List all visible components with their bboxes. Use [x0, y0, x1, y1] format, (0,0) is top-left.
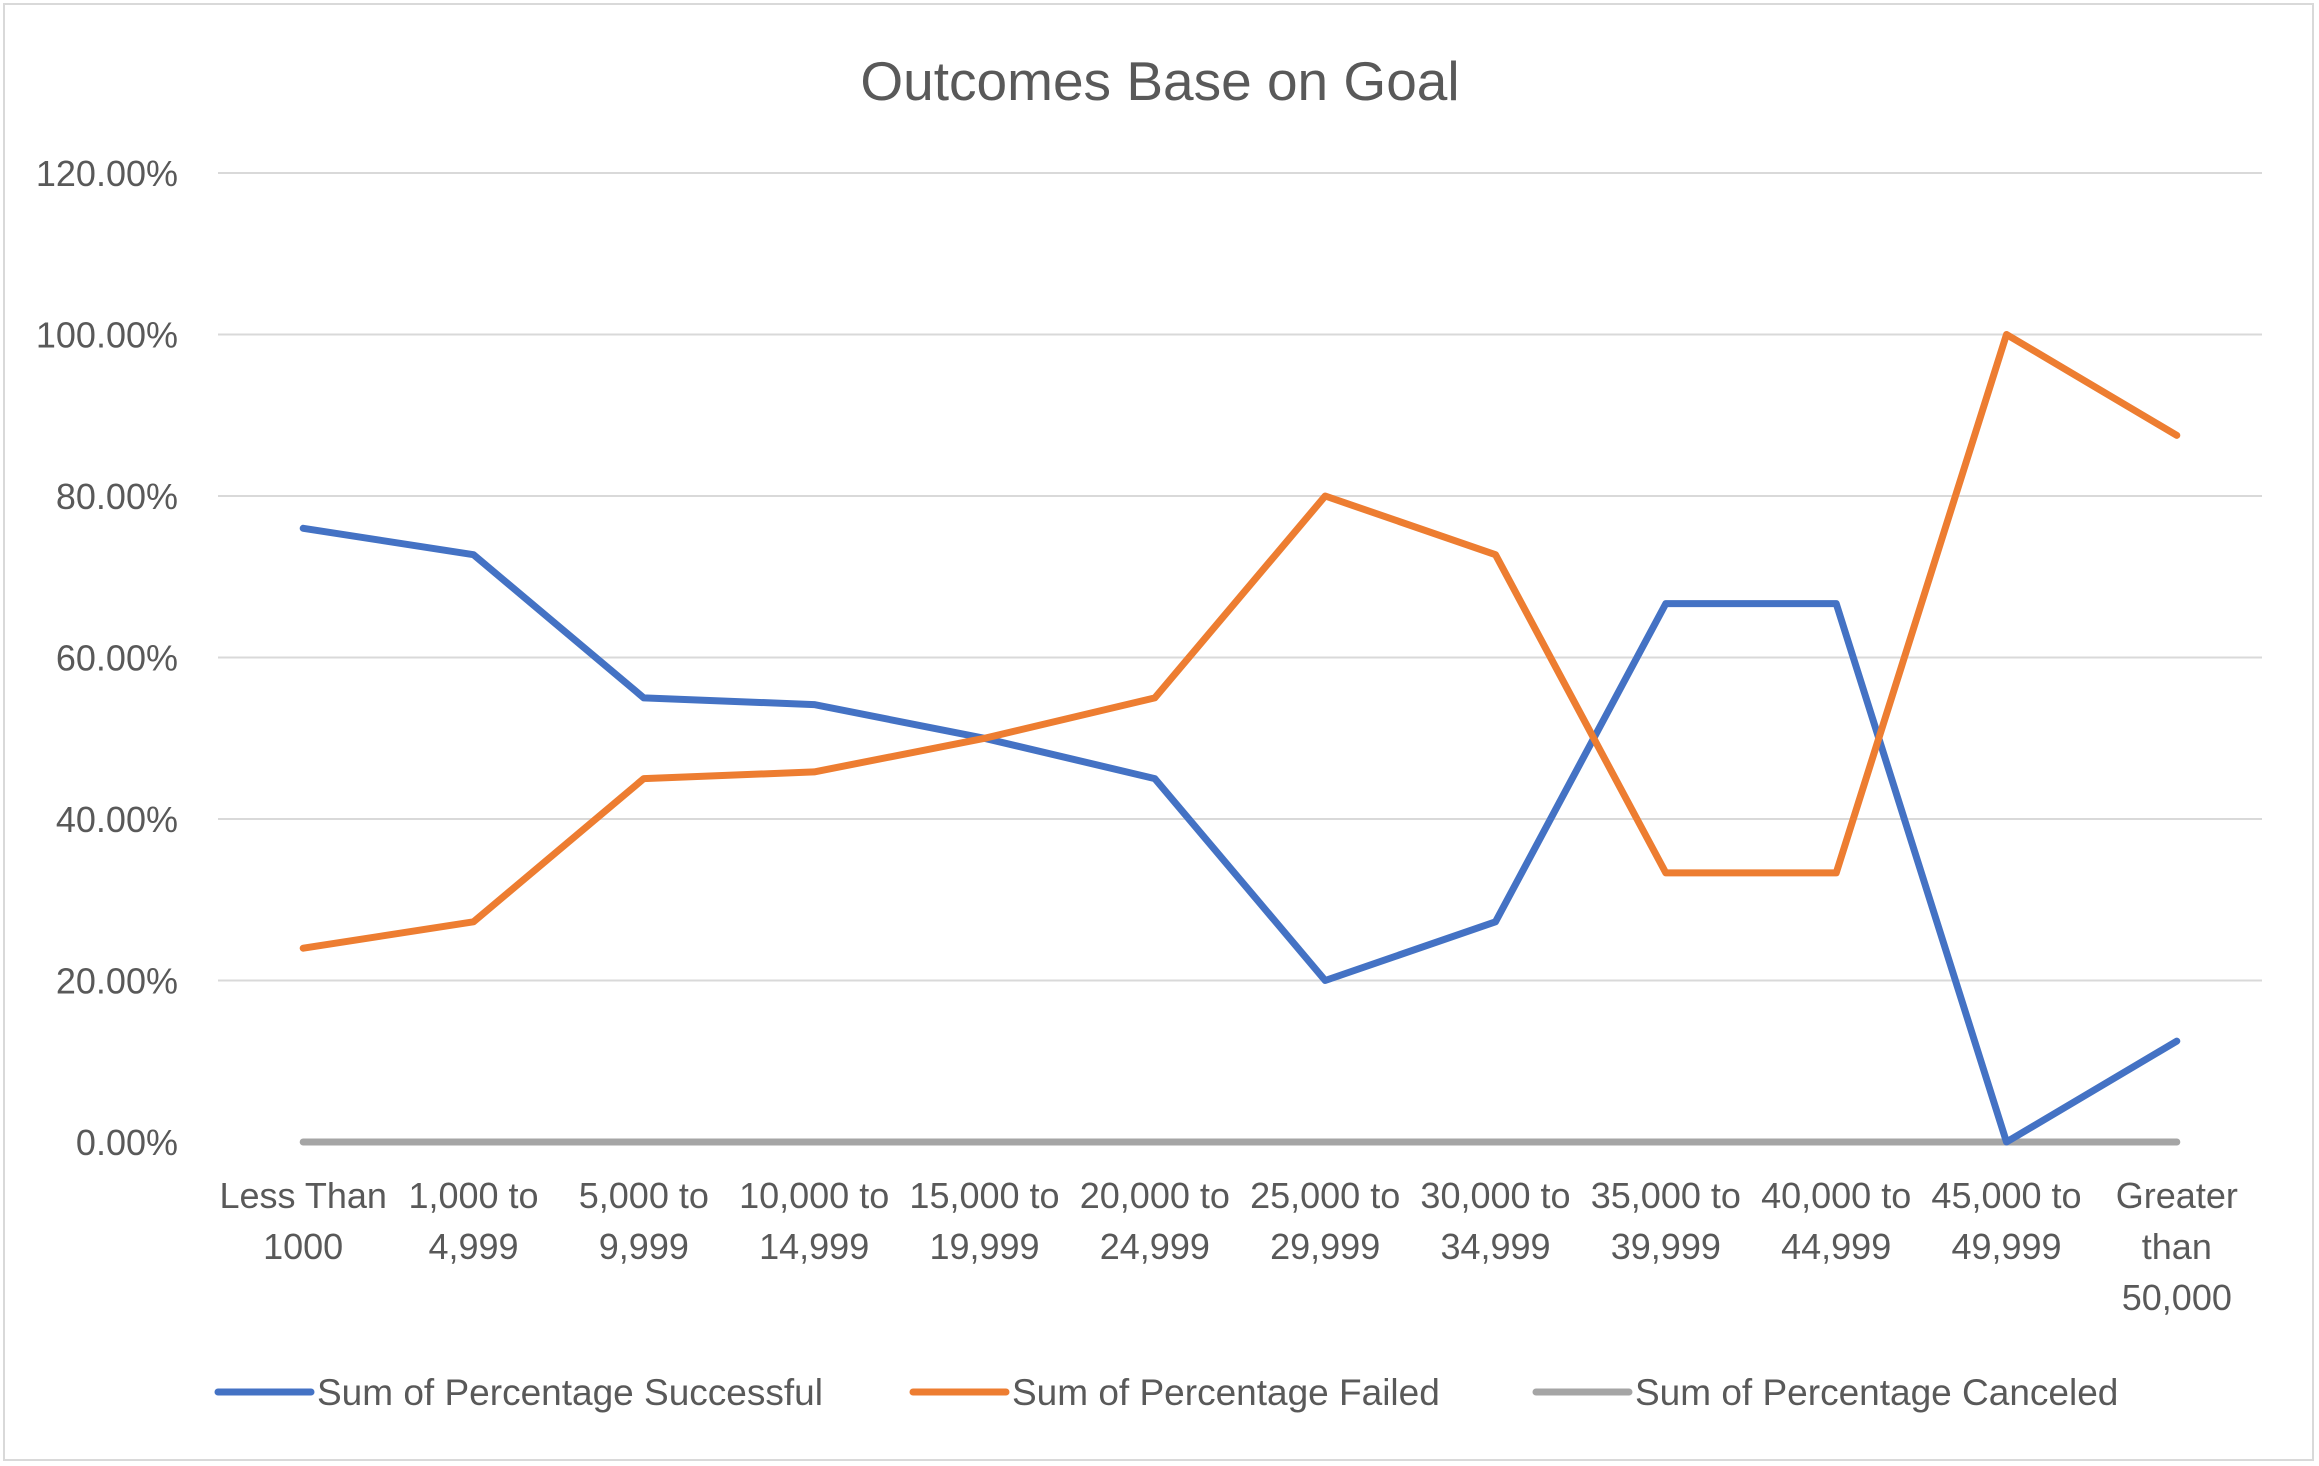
y-tick-label: 100.00% — [36, 315, 178, 356]
y-tick-label: 120.00% — [36, 153, 178, 194]
x-tick-label: 15,000 to 19,999 — [909, 1175, 1059, 1267]
y-tick-label: 20.00% — [56, 961, 178, 1002]
x-tick-label: 20,000 to 24,999 — [1080, 1175, 1230, 1267]
x-tick-label: Greater than 50,000 — [2116, 1175, 2238, 1318]
y-tick-label: 0.00% — [76, 1122, 178, 1163]
legend-entry: Sum of Percentage Successful — [214, 1372, 823, 1413]
y-tick-label: 80.00% — [56, 476, 178, 517]
gridlines — [218, 172, 2262, 982]
y-tick-label: 60.00% — [56, 638, 178, 679]
x-tick-label: 1,000 to 4,999 — [408, 1175, 538, 1267]
series-lines — [299, 331, 2181, 1146]
chart-title: Outcomes Base on Goal — [860, 50, 1459, 112]
x-tick-label: 35,000 to 39,999 — [1591, 1175, 1741, 1267]
legend-entry: Sum of Percentage Canceled — [1532, 1372, 2118, 1413]
chart-frame — [3, 3, 2314, 1461]
x-tick-label: 45,000 to 49,999 — [1931, 1175, 2081, 1267]
legend-label: Sum of Percentage Successful — [317, 1372, 823, 1413]
x-tick-label: Less Than 1000 — [219, 1175, 386, 1267]
x-tick-label: 40,000 to 44,999 — [1761, 1175, 1911, 1267]
y-tick-label: 40.00% — [56, 799, 178, 840]
legend-label: Sum of Percentage Failed — [1012, 1372, 1440, 1413]
legend: Sum of Percentage Successful Sum of Perce… — [214, 1372, 2118, 1413]
x-tick-label: 5,000 to 9,999 — [579, 1175, 709, 1267]
x-tick-label: 30,000 to 34,999 — [1420, 1175, 1570, 1267]
series-line-1 — [299, 524, 2181, 1146]
x-tick-label: 10,000 to 14,999 — [739, 1175, 889, 1267]
legend-label: Sum of Percentage Canceled — [1635, 1372, 2118, 1413]
x-tick-label: 25,000 to 29,999 — [1250, 1175, 1400, 1267]
series-line-2 — [299, 331, 2181, 952]
legend-entry: Sum of Percentage Failed — [909, 1372, 1440, 1413]
y-axis-tick-labels: 0.00% 20.00% 40.00% 60.00% 80.00% 100.00% 120.… — [36, 153, 178, 1163]
